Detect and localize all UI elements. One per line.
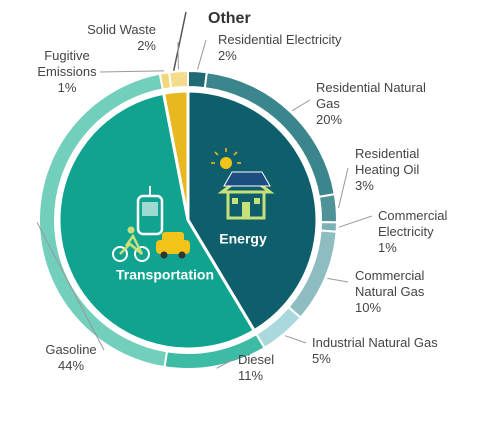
leader-line xyxy=(291,99,311,112)
leader-line xyxy=(36,222,105,351)
data-label: Diesel 11% xyxy=(238,352,298,384)
tram-window xyxy=(142,202,158,216)
value-label: 11% xyxy=(238,368,264,383)
car-top xyxy=(162,232,184,242)
value-label: 2% xyxy=(137,38,156,53)
leader-line xyxy=(216,359,233,369)
value-label: 5% xyxy=(312,351,331,366)
data-label: Commercial Electricity 1% xyxy=(378,208,478,256)
leader-line xyxy=(338,215,373,228)
house-door xyxy=(242,202,250,218)
outer-segment xyxy=(317,192,338,224)
category-label: Industrial Natural Gas xyxy=(312,335,438,350)
leader-line xyxy=(284,335,307,344)
sun-icon xyxy=(220,157,232,169)
data-label: Gasoline 44% xyxy=(40,342,102,374)
cyclist-head xyxy=(127,226,135,234)
cyclist xyxy=(119,233,144,255)
data-label: Commercial Natural Gas 10% xyxy=(355,268,455,316)
bike-wheel xyxy=(112,246,128,262)
leader-line xyxy=(173,11,187,71)
value-label: 1% xyxy=(57,80,77,95)
category-label: Residential Electricity xyxy=(218,32,342,47)
inner-segment xyxy=(161,89,190,221)
leader-line xyxy=(327,277,349,283)
value-label: 20% xyxy=(316,112,343,127)
car-wheel xyxy=(160,251,168,259)
leader-line xyxy=(99,70,165,73)
value-label: 1% xyxy=(378,240,397,255)
leader-line xyxy=(338,167,349,209)
inner-label: Energy xyxy=(219,231,267,247)
category-label: Residential Heating Oil xyxy=(355,146,420,177)
category-label: Gasoline xyxy=(45,342,97,357)
data-label: Residential Heating Oil 3% xyxy=(355,146,455,194)
inner-label: Other xyxy=(208,10,251,27)
house-window xyxy=(254,198,260,204)
outer-segment xyxy=(187,69,208,90)
category-label: Solid Waste xyxy=(87,22,156,37)
category-label: Commercial Natural Gas xyxy=(355,268,425,299)
solar-panel xyxy=(223,171,271,187)
inner-segment xyxy=(57,91,257,351)
inner-segment xyxy=(186,89,319,333)
leader-line xyxy=(197,39,207,70)
category-label: Diesel xyxy=(238,352,275,367)
outer-segment xyxy=(168,69,189,90)
category-label: Fugitive Emissions xyxy=(37,48,97,79)
value-label: 2% xyxy=(218,48,237,63)
inner-label: Transportation xyxy=(116,267,214,283)
data-label: Solid Waste 2% xyxy=(60,22,156,54)
data-label: Industrial Natural Gas 5% xyxy=(312,335,482,367)
category-label: Residential Natural Gas xyxy=(316,80,426,111)
category-label: Commercial Electricity xyxy=(378,208,448,239)
data-label: Fugitive Emissions 1% xyxy=(36,48,98,96)
car-icon xyxy=(156,240,190,254)
data-label: Residential Electricity 2% xyxy=(218,32,388,64)
sun-rays xyxy=(211,148,241,164)
icons xyxy=(112,148,275,262)
bike-wheel xyxy=(134,246,150,262)
value-label: 3% xyxy=(355,178,374,193)
car-wheel xyxy=(178,251,186,259)
value-label: 10% xyxy=(355,300,382,315)
value-label: 44% xyxy=(57,358,85,373)
data-label: Residential Natural Gas 20% xyxy=(316,80,426,128)
house-window xyxy=(232,198,238,204)
